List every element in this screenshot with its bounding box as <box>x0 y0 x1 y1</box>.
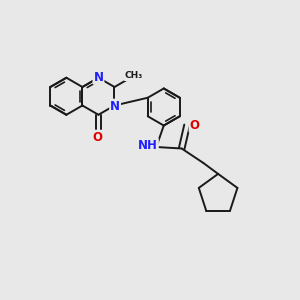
Text: O: O <box>190 119 200 132</box>
Text: NH: NH <box>138 139 158 152</box>
Text: CH₃: CH₃ <box>125 71 143 80</box>
Text: N: N <box>110 100 120 112</box>
Text: O: O <box>92 131 102 144</box>
Text: N: N <box>94 70 103 84</box>
